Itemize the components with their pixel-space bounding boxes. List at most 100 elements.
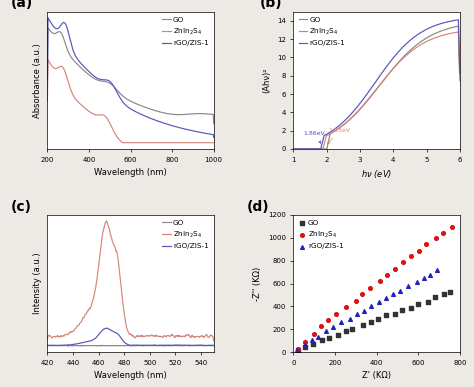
Line: rGO/ZIS-1: rGO/ZIS-1 <box>293 20 460 149</box>
ZnIn$_2$S$_4$ <box>324 317 332 323</box>
GO <box>391 311 399 317</box>
Text: 1.93eV: 1.93eV <box>328 128 350 144</box>
ZnIn$_2$S$_4$ <box>352 298 359 304</box>
GO <box>124 343 129 348</box>
Line: ZnIn$_2$S$_4$: ZnIn$_2$S$_4$ <box>293 32 460 149</box>
ZnIn$_2$S$_4$ <box>45 57 51 62</box>
rGO/ZIS-1 <box>396 288 404 294</box>
GO <box>211 343 217 348</box>
GO <box>141 104 147 109</box>
ZnIn$_2$S$_4$ <box>320 147 326 151</box>
ZnIn$_2$S$_4$ <box>188 140 194 145</box>
GO <box>440 291 447 298</box>
rGO/ZIS-1 <box>366 89 372 94</box>
Legend: GO, ZnIn$_2$S$_4$, rGO/ZIS-1: GO, ZnIn$_2$S$_4$, rGO/ZIS-1 <box>161 15 210 48</box>
ZnIn$_2$S$_4$ <box>294 346 301 352</box>
GO <box>359 322 366 328</box>
rGO/ZIS-1 <box>354 311 361 317</box>
GO <box>348 326 356 332</box>
rGO/ZIS-1 <box>45 78 50 82</box>
ZnIn$_2$S$_4$ <box>181 334 187 339</box>
rGO/ZIS-1 <box>426 271 434 277</box>
ZnIn$_2$S$_4$ <box>45 337 50 342</box>
ZnIn$_2$S$_4$ <box>291 147 296 151</box>
Text: (a): (a) <box>11 0 33 10</box>
GO <box>144 343 149 348</box>
ZnIn$_2$S$_4$ <box>207 334 213 338</box>
rGO/ZIS-1 <box>413 279 421 285</box>
GO <box>333 128 339 132</box>
rGO/ZIS-1 <box>181 343 187 348</box>
Line: GO: GO <box>293 26 460 149</box>
rGO/ZIS-1 <box>337 319 345 325</box>
GO <box>195 343 201 348</box>
ZnIn$_2$S$_4$ <box>449 224 456 231</box>
Line: ZnIn$_2$S$_4$: ZnIn$_2$S$_4$ <box>47 60 214 143</box>
GO <box>383 312 390 319</box>
ZnIn$_2$S$_4$ <box>211 140 217 145</box>
ZnIn$_2$S$_4$ <box>55 65 61 70</box>
rGO/ZIS-1 <box>389 58 394 62</box>
rGO/ZIS-1 <box>293 347 301 353</box>
rGO/ZIS-1 <box>151 117 156 122</box>
GO <box>211 122 217 126</box>
GO <box>320 147 326 151</box>
Y-axis label: Absorbance (a.u.): Absorbance (a.u.) <box>33 43 42 118</box>
rGO/ZIS-1 <box>457 71 463 76</box>
ZnIn$_2$S$_4$ <box>432 235 439 241</box>
GO <box>431 295 439 301</box>
GO <box>310 341 317 347</box>
ZnIn$_2$S$_4$ <box>366 285 374 291</box>
ZnIn$_2$S$_4$ <box>457 78 463 83</box>
GO <box>294 347 302 353</box>
GO <box>208 343 213 348</box>
rGO/ZIS-1 <box>125 342 130 347</box>
GO <box>318 337 325 343</box>
GO <box>135 343 141 348</box>
X-axis label: Wavelength (nm): Wavelength (nm) <box>94 372 167 380</box>
GO <box>291 147 296 151</box>
ZnIn$_2$S$_4$ <box>416 44 421 48</box>
GO <box>342 328 349 334</box>
Legend: GO, ZnIn$_2$S$_4$, rGO/ZIS-1: GO, ZnIn$_2$S$_4$, rGO/ZIS-1 <box>297 218 345 251</box>
rGO/ZIS-1 <box>322 328 330 334</box>
GO <box>424 298 431 305</box>
ZnIn$_2$S$_4$ <box>124 326 129 330</box>
GO <box>45 83 50 87</box>
GO <box>414 301 421 307</box>
ZnIn$_2$S$_4$ <box>135 334 141 338</box>
ZnIn$_2$S$_4$ <box>120 140 126 145</box>
GO <box>416 41 421 46</box>
rGO/ZIS-1 <box>404 283 412 289</box>
rGO/ZIS-1 <box>314 334 322 340</box>
ZnIn$_2$S$_4$ <box>342 304 350 310</box>
GO <box>457 75 463 79</box>
Line: GO: GO <box>47 345 214 346</box>
rGO/ZIS-1 <box>171 124 177 128</box>
ZnIn$_2$S$_4$ <box>310 331 318 337</box>
Line: rGO/ZIS-1: rGO/ZIS-1 <box>47 328 214 346</box>
Y-axis label: -Z'' (KΩ): -Z'' (KΩ) <box>253 266 262 301</box>
rGO/ZIS-1 <box>207 343 213 348</box>
ZnIn$_2$S$_4$ <box>301 339 309 345</box>
X-axis label: Z' (KΩ): Z' (KΩ) <box>362 372 391 380</box>
GO <box>45 343 50 348</box>
ZnIn$_2$S$_4$ <box>358 291 366 297</box>
rGO/ZIS-1 <box>308 337 316 343</box>
ZnIn$_2$S$_4$ <box>333 128 339 132</box>
ZnIn$_2$S$_4$ <box>407 253 414 259</box>
rGO/ZIS-1 <box>291 147 296 151</box>
GO <box>171 112 177 117</box>
GO <box>78 344 84 348</box>
GO <box>456 24 461 28</box>
Line: GO: GO <box>47 28 214 124</box>
rGO/ZIS-1 <box>55 26 61 31</box>
ZnIn$_2$S$_4$ <box>391 266 398 272</box>
Y-axis label: Intensity (a.u.): Intensity (a.u.) <box>33 253 42 314</box>
rGO/ZIS-1 <box>146 115 151 120</box>
rGO/ZIS-1 <box>346 315 354 322</box>
ZnIn$_2$S$_4$ <box>103 219 109 223</box>
GO <box>125 343 130 348</box>
Line: ZnIn$_2$S$_4$: ZnIn$_2$S$_4$ <box>47 221 214 341</box>
GO <box>407 305 414 311</box>
